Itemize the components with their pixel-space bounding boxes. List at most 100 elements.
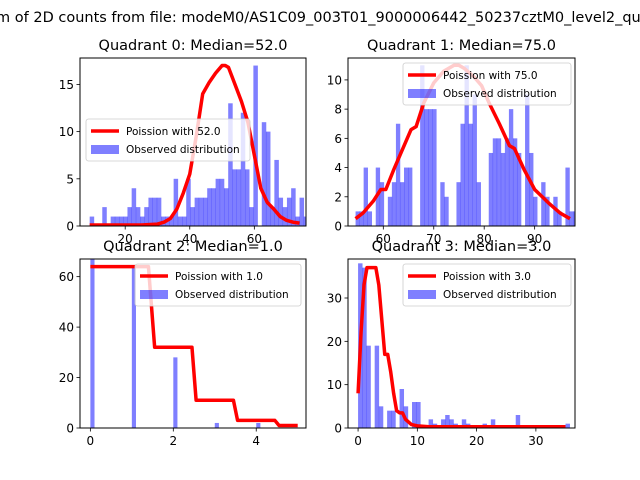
x-tick-label: 4 xyxy=(252,434,260,448)
x-tick-label: 20 xyxy=(469,434,484,448)
histogram-bar xyxy=(291,188,296,226)
histogram-bar xyxy=(274,159,279,226)
histogram-bar xyxy=(367,211,373,226)
histogram-bar xyxy=(395,123,401,226)
histogram-bar xyxy=(190,207,195,226)
legend: Poission with 3.0 Observed distribution xyxy=(402,263,572,307)
axes-frame xyxy=(79,57,307,227)
histogram-bar xyxy=(569,211,574,226)
histogram-bar xyxy=(399,182,405,226)
histogram-bar xyxy=(265,131,271,226)
subplot-quadrant-1: 60 70 80 90 0 2 4 6 8 10 Quadrant 1: Median=75.0 Po… xyxy=(327,38,576,246)
histogram-bar xyxy=(223,188,229,226)
x-tick-label: 40 xyxy=(182,232,197,246)
x-tick-label: 30 xyxy=(528,434,543,448)
subplot-title: Quadrant 2: Median=1.0 xyxy=(103,239,283,255)
histogram-bar xyxy=(557,211,562,226)
y-tick-label: 20 xyxy=(327,335,342,349)
histogram-bar xyxy=(256,422,261,428)
legend-box xyxy=(134,263,302,307)
legend-box xyxy=(85,118,251,162)
figure-suptitle: Histogram of 2D counts from file: modeM0… xyxy=(0,10,640,26)
histogram-bar xyxy=(445,415,450,428)
axes-frame xyxy=(79,258,307,429)
y-tick-label: 4 xyxy=(334,161,342,175)
histogram-bar xyxy=(207,188,212,226)
histogram-bar xyxy=(270,207,275,226)
histogram-bar xyxy=(366,345,371,428)
histogram-bar xyxy=(156,197,162,226)
histogram-bar xyxy=(173,357,178,428)
histogram-bar xyxy=(516,152,522,226)
histogram-bar xyxy=(496,138,502,226)
axes-frame xyxy=(347,258,576,429)
histogram-bar xyxy=(456,182,461,226)
histogram-bar xyxy=(515,415,521,428)
histogram-bar xyxy=(441,419,446,428)
histogram-bar xyxy=(391,182,397,226)
histogram-bar xyxy=(508,109,514,226)
legend-box xyxy=(402,263,572,307)
histogram-bar xyxy=(525,94,530,226)
histogram-bar xyxy=(89,216,95,226)
histogram-bar xyxy=(428,109,433,226)
legend-label-poisson: Poission with 52.0 xyxy=(126,126,221,138)
axes-frame xyxy=(347,57,576,227)
poisson-line xyxy=(89,63,300,226)
histogram-bar xyxy=(488,152,494,226)
histogram-bar xyxy=(363,167,368,226)
histogram-bar xyxy=(440,182,445,226)
y-tick-label: 0 xyxy=(66,422,74,436)
x-tick-label: 20 xyxy=(118,232,133,246)
y-tick-label: 10 xyxy=(327,378,342,392)
poisson-line xyxy=(90,264,298,428)
y-tick-label: 10 xyxy=(59,125,74,139)
histogram-bar xyxy=(177,216,183,226)
legend-label-poisson: Poission with 3.0 xyxy=(443,271,531,283)
histogram-bar xyxy=(468,123,473,226)
histogram-bar xyxy=(416,402,421,428)
histogram-bar xyxy=(399,389,405,428)
x-tick-label: 10 xyxy=(410,434,425,448)
histogram-bar xyxy=(215,178,221,226)
histogram-bars xyxy=(90,259,261,428)
histogram-bar xyxy=(152,197,158,226)
histogram-bar xyxy=(492,138,498,226)
legend-label-observed: Observed distribution xyxy=(443,289,557,301)
subplot-title: Quadrant 1: Median=75.0 xyxy=(367,38,556,54)
legend-box xyxy=(402,62,572,106)
y-tick-label: 0 xyxy=(66,220,74,234)
histogram-bar xyxy=(219,178,225,226)
subplot-quadrant-0: 20 40 60 0 5 10 15 Quadrant 0: Median=52.0 Poiss… xyxy=(59,38,307,246)
histogram-bar xyxy=(102,207,107,226)
histogram-bar xyxy=(432,109,437,226)
legend-label-observed: Observed distribution xyxy=(443,88,557,100)
histogram-bar xyxy=(387,410,392,428)
y-tick-label: 10 xyxy=(327,73,342,87)
histogram-bar xyxy=(90,259,95,428)
histogram-bar xyxy=(203,197,208,226)
histogram-bar xyxy=(553,196,558,226)
histogram-bar xyxy=(286,197,292,226)
histogram-bar xyxy=(408,167,413,226)
histogram-bar xyxy=(249,207,254,226)
histogram-bar xyxy=(541,182,546,226)
y-tick-label: 20 xyxy=(59,371,74,385)
x-tick-label: 60 xyxy=(376,232,391,246)
histogram-bar xyxy=(110,216,116,226)
x-tick-label: 90 xyxy=(527,232,542,246)
histogram-bar xyxy=(144,207,149,226)
x-tick-label: 0 xyxy=(87,434,95,448)
histogram-bar xyxy=(490,419,496,428)
subplot-title: Quadrant 3: Median=3.0 xyxy=(372,239,552,255)
histogram-bar xyxy=(244,169,250,226)
histogram-bar xyxy=(573,211,575,226)
histogram-bar xyxy=(232,169,237,226)
histogram-bar xyxy=(545,196,550,226)
histogram-bar xyxy=(299,197,305,226)
x-tick-label: 70 xyxy=(426,232,441,246)
y-tick-label: 0 xyxy=(334,422,342,436)
y-tick-label: 60 xyxy=(59,270,74,284)
